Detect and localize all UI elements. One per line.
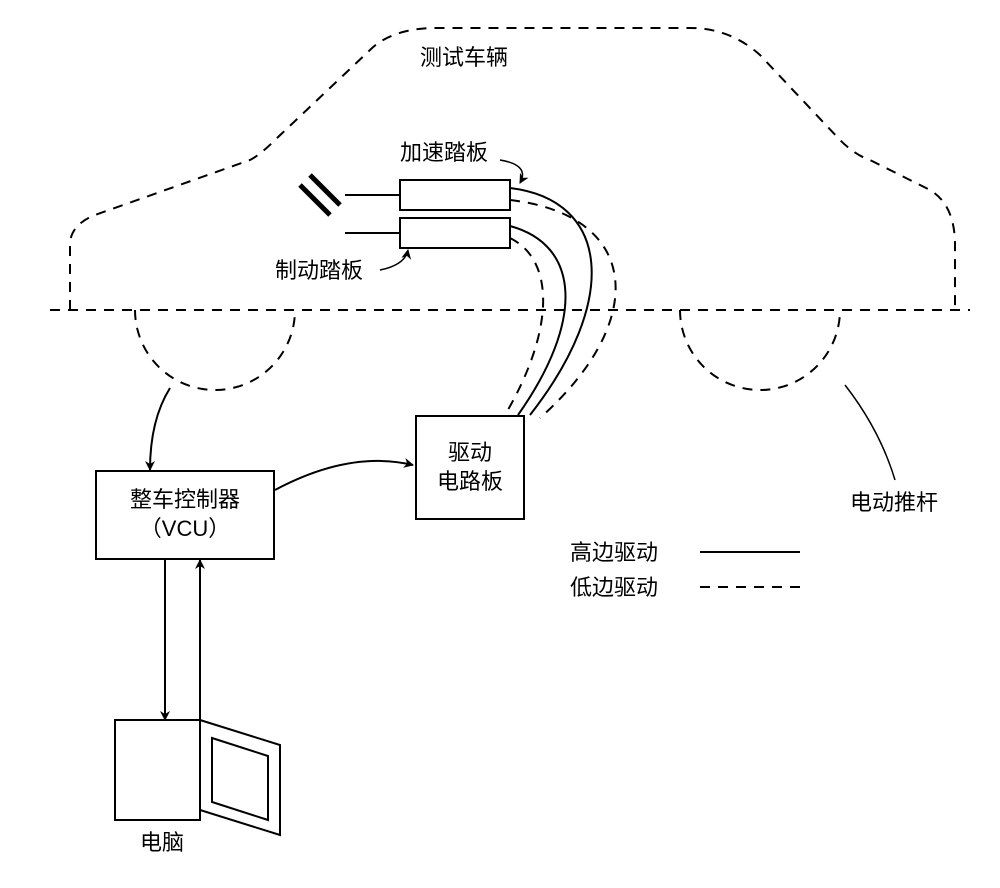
legend-low-label: 低边驱动 [570, 575, 658, 601]
vehicle-title-label: 测试车辆 [420, 45, 508, 71]
legend-lines-group [700, 552, 800, 587]
wires-group [505, 188, 616, 418]
diagram-stage: { "canvas": { "width": 1000, "height": 8… [0, 0, 1000, 888]
driver-board-box: 驱动 电路板 [415, 415, 525, 520]
computer-group [115, 720, 280, 835]
vcu-line2: （VCU） [140, 516, 230, 541]
driver-line2: 电路板 [437, 469, 503, 494]
computer-label: 电脑 [140, 830, 184, 856]
accel-pedal-label: 加速踏板 [400, 140, 488, 166]
brake-pedal-label: 制动踏板 [275, 258, 363, 284]
driver-line1: 驱动 [448, 440, 492, 465]
vcu-box: 整车控制器 （VCU） [95, 470, 275, 560]
vcu-line1: 整车控制器 [130, 487, 240, 512]
legend-high-label: 高边驱动 [570, 540, 658, 566]
actuators-group [300, 175, 510, 248]
electric-pushrod-label: 电动推杆 [850, 490, 938, 516]
